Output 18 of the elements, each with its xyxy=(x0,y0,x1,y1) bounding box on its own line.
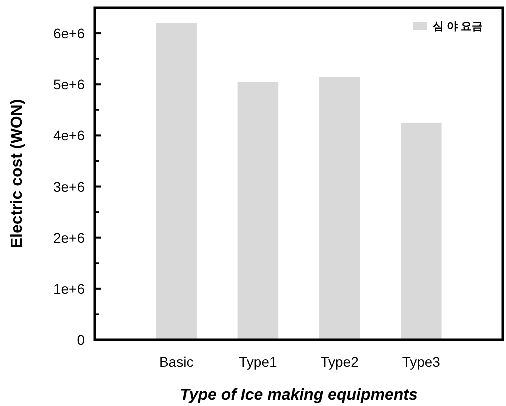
y-tick-label: 2e+6 xyxy=(53,230,86,246)
x-axis-title: Type of Ice making equipments xyxy=(180,387,418,404)
bar xyxy=(401,122,442,340)
bar xyxy=(156,23,197,340)
y-tick-label: 6e+6 xyxy=(53,26,86,42)
bar xyxy=(238,82,279,340)
y-tick-label: 3e+6 xyxy=(53,178,86,195)
x-tick-label: Basic xyxy=(159,354,194,370)
x-tick-label: Type1 xyxy=(239,354,278,370)
y-tick-label: 4e+6 xyxy=(53,128,86,144)
y-tick-label: 1e+6 xyxy=(53,280,86,297)
x-tick-label: Type2 xyxy=(320,354,360,370)
y-axis-title: Electric cost (WON) xyxy=(9,99,26,249)
legend-label: 심 야 요금 xyxy=(433,21,484,33)
bar xyxy=(319,76,360,340)
x-tick-label: Type3 xyxy=(402,354,441,370)
y-tick-label: 0 xyxy=(77,332,86,348)
y-tick-label: 5e+6 xyxy=(53,76,86,93)
